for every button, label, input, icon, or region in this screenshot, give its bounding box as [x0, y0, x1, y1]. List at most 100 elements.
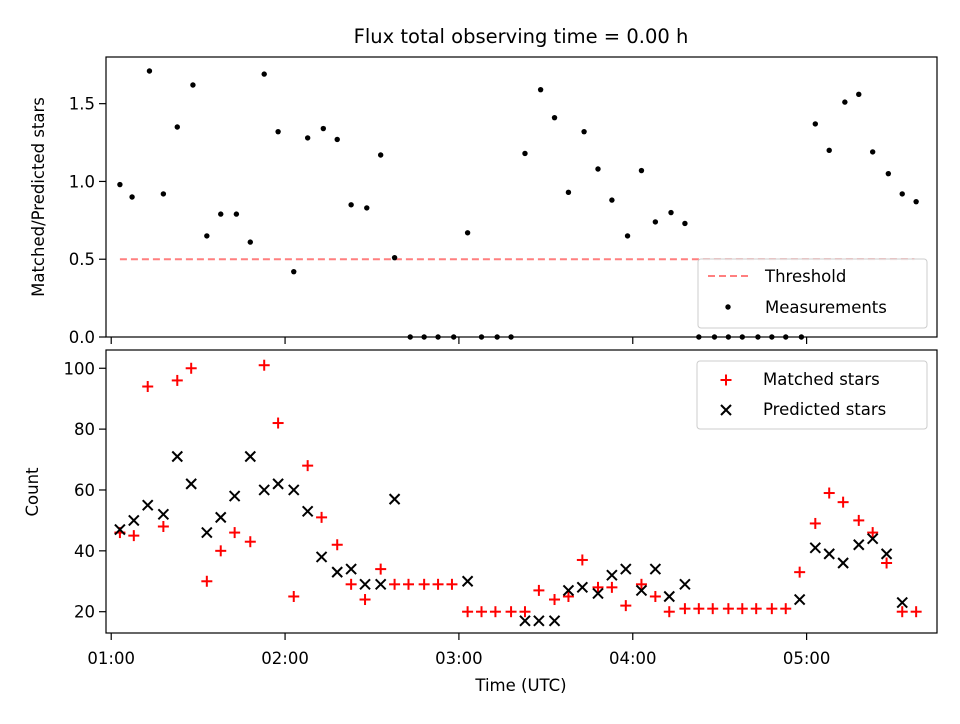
- measurement-point: [494, 334, 500, 340]
- measurement-point: [812, 121, 819, 127]
- predicted-star-point-b: [606, 569, 618, 581]
- predicted-star-point-b: [823, 548, 835, 560]
- predicted-star-point-b: [201, 526, 213, 539]
- measurement-point: [320, 125, 327, 132]
- count-panel: 20 40 60 80 100 01:00 02:00 03:00 04:00 05:00 Co…: [23, 349, 938, 695]
- measurement-point: [696, 334, 702, 340]
- matched-star-point: [823, 487, 835, 499]
- measurement-point: [334, 136, 340, 143]
- measurement-point: [869, 149, 876, 155]
- predicted-star-point: [157, 508, 170, 521]
- matched-star-point: [489, 606, 501, 618]
- measurement-point: [117, 181, 123, 188]
- count-x-tick-label: 02:00: [261, 649, 309, 668]
- matched-star-point: [272, 417, 284, 429]
- matched-star-point: [505, 606, 517, 618]
- measurement-point: [682, 220, 688, 227]
- legend-predicted-label: Predicted stars: [763, 400, 886, 419]
- measurement-point: [377, 152, 384, 158]
- predicted-star-point: [315, 551, 328, 563]
- matched-star-point: [476, 606, 488, 618]
- measurement-point: [826, 147, 832, 154]
- predicted-star-point: [533, 615, 545, 627]
- count-y-tick-label: 20: [74, 603, 95, 622]
- predicted-star-point-b: [880, 548, 893, 560]
- measurement-point: [247, 239, 253, 245]
- legend-measurements-swatch: [725, 304, 731, 310]
- measurement-point: [129, 194, 135, 200]
- predicted-star-point-b: [331, 566, 343, 578]
- matched-star-point: [171, 374, 183, 386]
- matched-star-point: [649, 590, 661, 602]
- matched-star-point: [128, 530, 140, 542]
- ratio-legend-box: [697, 258, 928, 329]
- matched-star-point: [229, 527, 241, 539]
- measurement-point: [233, 211, 240, 217]
- predicted-star-point: [576, 581, 589, 594]
- predicted-star-point: [649, 563, 662, 575]
- matched-star-point: [533, 584, 545, 596]
- matched-star-point: [258, 359, 270, 371]
- ratio-plot-area: [105, 56, 938, 338]
- predicted-star-point-b: [793, 593, 806, 606]
- matched-star-point: [316, 511, 328, 523]
- predicted-star-point: [301, 505, 314, 517]
- count-y-tick-label: 80: [74, 420, 95, 439]
- matched-star-point: [462, 606, 474, 618]
- measurement-point: [624, 233, 631, 239]
- matched-star-point: [359, 594, 371, 606]
- predicted-star-point: [345, 563, 357, 575]
- measurement-point: [407, 334, 413, 340]
- matched-star-point: [592, 581, 604, 593]
- predicted-star-point: [215, 511, 227, 524]
- predicted-star-point: [519, 615, 531, 627]
- predicted-star-point: [793, 593, 806, 606]
- measurement-point: [508, 334, 514, 340]
- ratio-y-ticks: 0.0 0.5 1.0 1.5: [69, 95, 106, 347]
- predicted-star-point-b: [288, 484, 300, 496]
- predicted-stars-points: [114, 450, 908, 627]
- measurement-point: [725, 334, 732, 340]
- matched-star-point: [663, 606, 675, 618]
- predicted-star-point-b: [663, 590, 675, 603]
- measurement-point: [856, 91, 862, 98]
- measurement-point: [798, 334, 805, 340]
- matched-star-point: [562, 590, 574, 602]
- predicted-star-point: [548, 615, 561, 627]
- count-y-tick-label: 100: [64, 359, 96, 378]
- matched-star-point: [679, 603, 691, 615]
- matched-star-point: [549, 594, 561, 606]
- measurement-point: [291, 268, 297, 275]
- matched-star-point: [418, 578, 430, 590]
- predicted-star-point: [258, 484, 270, 496]
- ratio-y-tick-label: 1.5: [69, 95, 95, 114]
- predicted-star-point: [272, 478, 284, 490]
- predicted-star-point: [201, 526, 213, 539]
- predicted-star-point: [171, 450, 183, 463]
- predicted-star-point-b: [359, 578, 371, 591]
- matched-star-point: [201, 575, 213, 587]
- predicted-star-point-b: [866, 532, 879, 545]
- matched-star-point: [576, 554, 588, 566]
- predicted-star-point: [635, 584, 648, 597]
- predicted-star-point: [896, 596, 908, 609]
- matched-star-point: [331, 539, 343, 551]
- ratio-y-tick-label: 0.5: [69, 250, 95, 269]
- predicted-star-point-b: [853, 539, 865, 551]
- legend-predicted-marker-b: [720, 404, 732, 416]
- predicted-star-point-b: [592, 587, 604, 600]
- predicted-star-point: [388, 493, 401, 505]
- matched-star-point: [896, 606, 908, 618]
- predicted-star-point: [679, 578, 691, 591]
- predicted-star-point: [142, 499, 154, 511]
- predicted-star-point: [823, 548, 835, 560]
- predicted-star-point-b: [620, 563, 632, 575]
- count-x-tick-label: 05:00: [783, 649, 831, 668]
- matched-star-point: [446, 578, 458, 590]
- matched-star-point: [142, 381, 154, 393]
- predicted-star-point-b: [635, 584, 648, 597]
- predicted-star-point: [620, 563, 632, 575]
- matched-star-point: [837, 496, 849, 508]
- count-x-ticks: 01:00 02:00 03:00 04:00 05:00: [87, 633, 830, 668]
